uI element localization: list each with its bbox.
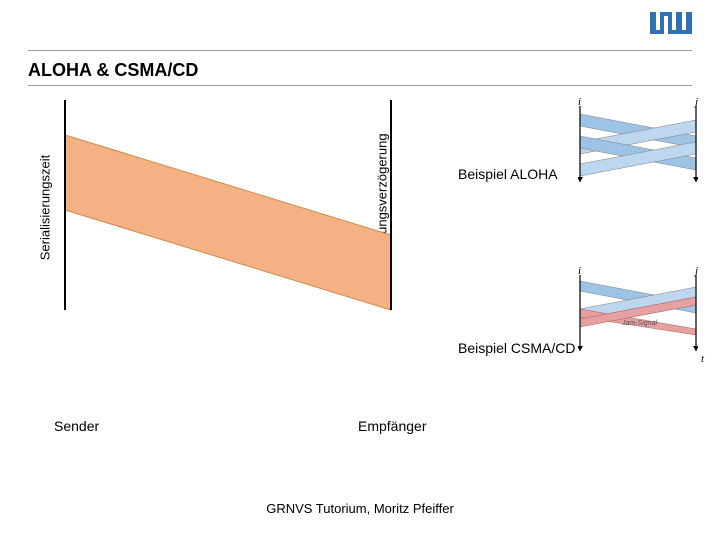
receiver-label: Empfänger	[358, 418, 426, 434]
main-diagram: Serialisierungszeit Ausbreitungsverzöger…	[40, 100, 420, 320]
main-svg	[40, 100, 420, 320]
example-aloha-label: Beispiel ALOHA	[458, 166, 558, 182]
footer-text: GRNVS Tutorium, Moritz Pfeiffer	[0, 501, 720, 516]
mini-aloha-diagram: i j	[578, 106, 698, 184]
page-title: ALOHA & CSMA/CD	[28, 60, 198, 81]
divider-top	[28, 50, 692, 51]
divider-mid	[28, 85, 692, 86]
tum-logo	[650, 12, 692, 39]
transmission-band	[65, 135, 391, 310]
example-csma-label: Beispiel CSMA/CD	[458, 340, 575, 356]
sender-label: Sender	[54, 418, 99, 434]
jam-label: Jam-Signal	[621, 320, 657, 327]
i-label: i	[578, 96, 581, 108]
i-label-2: i	[578, 265, 581, 277]
j-label: j	[695, 96, 698, 108]
j-label-2: j	[695, 265, 698, 277]
t-label: t	[701, 353, 704, 365]
mini-csma-diagram: i j t Jam-Signal	[578, 275, 698, 353]
